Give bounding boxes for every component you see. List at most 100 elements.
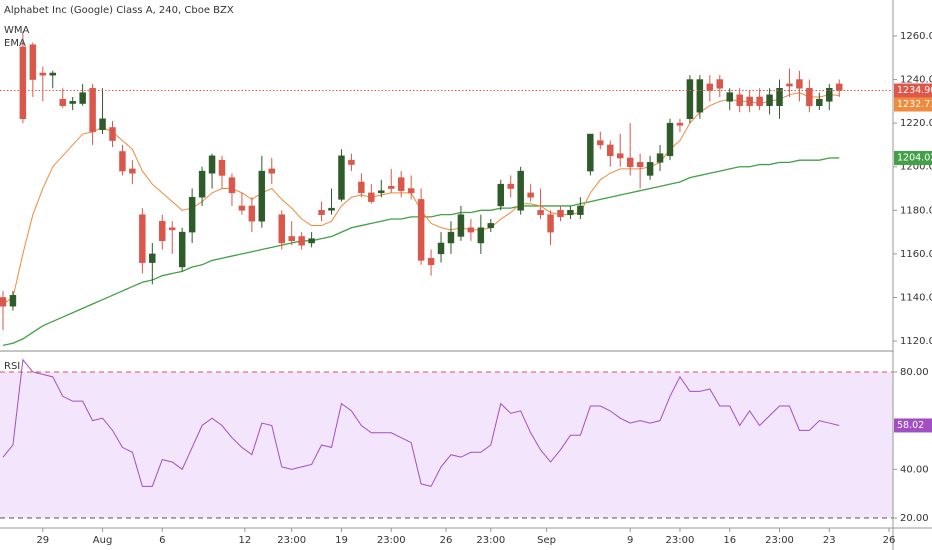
candle-body <box>806 88 813 106</box>
candle-body <box>756 96 763 106</box>
candle-body <box>258 170 266 222</box>
candle-body <box>427 258 435 266</box>
x-tick-label: 16 <box>723 535 736 546</box>
candle-body <box>298 236 305 246</box>
candle-body <box>149 253 156 263</box>
candle-body <box>656 153 664 163</box>
symbol-title: Alphabet Inc (Google) Class A, 240, Cboe… <box>4 5 234 16</box>
legend-entry: EMA <box>4 38 26 49</box>
candle-body <box>368 192 375 202</box>
price-tag <box>894 97 932 112</box>
candle-body <box>159 220 166 242</box>
candle-body <box>437 242 445 255</box>
x-tick-label: 23:00 <box>277 535 306 546</box>
y-tick-label: 1260.00 <box>900 31 932 42</box>
x-tick-label: 23 <box>823 535 836 546</box>
x-tick-label: 19 <box>335 535 348 546</box>
candle-body <box>407 188 415 194</box>
candle-body <box>736 94 743 106</box>
rsi-title: RSI <box>4 361 20 372</box>
x-tick-label: 23:00 <box>476 535 505 546</box>
candle-body <box>328 207 335 211</box>
x-tick-label: 26 <box>440 535 453 546</box>
candle-body <box>517 170 524 211</box>
candle-body <box>477 227 485 244</box>
candle-body <box>567 210 574 215</box>
legend-entry: WMA <box>4 25 30 36</box>
candle-body <box>507 183 514 189</box>
candle-body <box>19 46 27 120</box>
candle-body <box>39 72 47 76</box>
candle-body <box>59 98 66 106</box>
candle-body <box>726 92 733 102</box>
candle-body <box>29 44 37 80</box>
candle-body <box>527 192 534 198</box>
candle-body <box>766 94 773 106</box>
candle-body <box>198 170 206 198</box>
candle-body <box>178 231 186 268</box>
candle-body <box>278 214 285 244</box>
price-tag-label: 1234.96 <box>897 85 932 96</box>
candle-body <box>208 155 216 174</box>
x-tick-label: 23:00 <box>765 535 794 546</box>
candle-body <box>836 83 843 91</box>
y-tick-label: 20.00 <box>900 513 929 524</box>
candle-body <box>646 162 654 176</box>
rsi-band <box>0 371 893 518</box>
candle-body <box>288 236 295 242</box>
x-tick-label: 12 <box>239 535 252 546</box>
candle-body <box>0 297 7 307</box>
candle-body <box>109 127 116 141</box>
candle-body <box>487 223 495 228</box>
candle-body <box>139 214 146 263</box>
candle-body <box>826 88 833 102</box>
y-tick-label: 1200.00 <box>900 162 932 173</box>
candle-body <box>318 210 325 215</box>
candle-body <box>467 227 475 233</box>
candle-body <box>388 186 395 189</box>
y-tick-label: 40.00 <box>900 464 929 475</box>
candle-body <box>816 98 823 106</box>
candle-body <box>397 177 405 191</box>
price-tag-label: 58.02 <box>897 420 924 431</box>
candle-body <box>607 144 614 157</box>
candle-body <box>547 214 554 233</box>
candle-body <box>338 155 345 200</box>
candle-body <box>248 205 256 222</box>
candle-body <box>686 79 694 120</box>
x-tick-label: 23:00 <box>666 535 695 546</box>
candle-body <box>616 153 624 159</box>
candle-body <box>378 190 385 194</box>
panes <box>0 31 893 519</box>
price-tag-label: 1232.73 <box>897 99 932 110</box>
price-tag <box>894 83 932 98</box>
candle-body <box>666 122 674 157</box>
candle-body <box>119 151 126 172</box>
candle-body <box>786 83 793 87</box>
candle-body <box>129 168 136 174</box>
candle-body <box>676 122 684 126</box>
candle-body <box>597 140 604 146</box>
candle-body <box>716 79 724 89</box>
price-tag-label: 1204.02 <box>897 152 932 163</box>
candle-body <box>636 162 644 167</box>
y-tick-label: 1140.00 <box>900 292 932 303</box>
candle-body <box>9 295 17 307</box>
candle-body <box>457 214 465 237</box>
candle-body <box>308 238 315 244</box>
candle-body <box>49 72 57 76</box>
x-tick-label: Sep <box>537 535 556 546</box>
y-tick-label: 1160.00 <box>900 249 932 260</box>
candle-body <box>706 83 714 91</box>
candle-body <box>238 205 246 211</box>
candle-body <box>79 92 86 104</box>
candle-body <box>577 205 584 215</box>
candle-body <box>796 79 803 89</box>
price-tag <box>894 418 932 433</box>
x-tick-label: 9 <box>627 535 633 546</box>
candle-body <box>188 196 196 233</box>
candle-body <box>358 181 365 194</box>
candle-body <box>268 168 276 174</box>
candle-body <box>228 177 236 194</box>
candle-body <box>168 227 176 231</box>
